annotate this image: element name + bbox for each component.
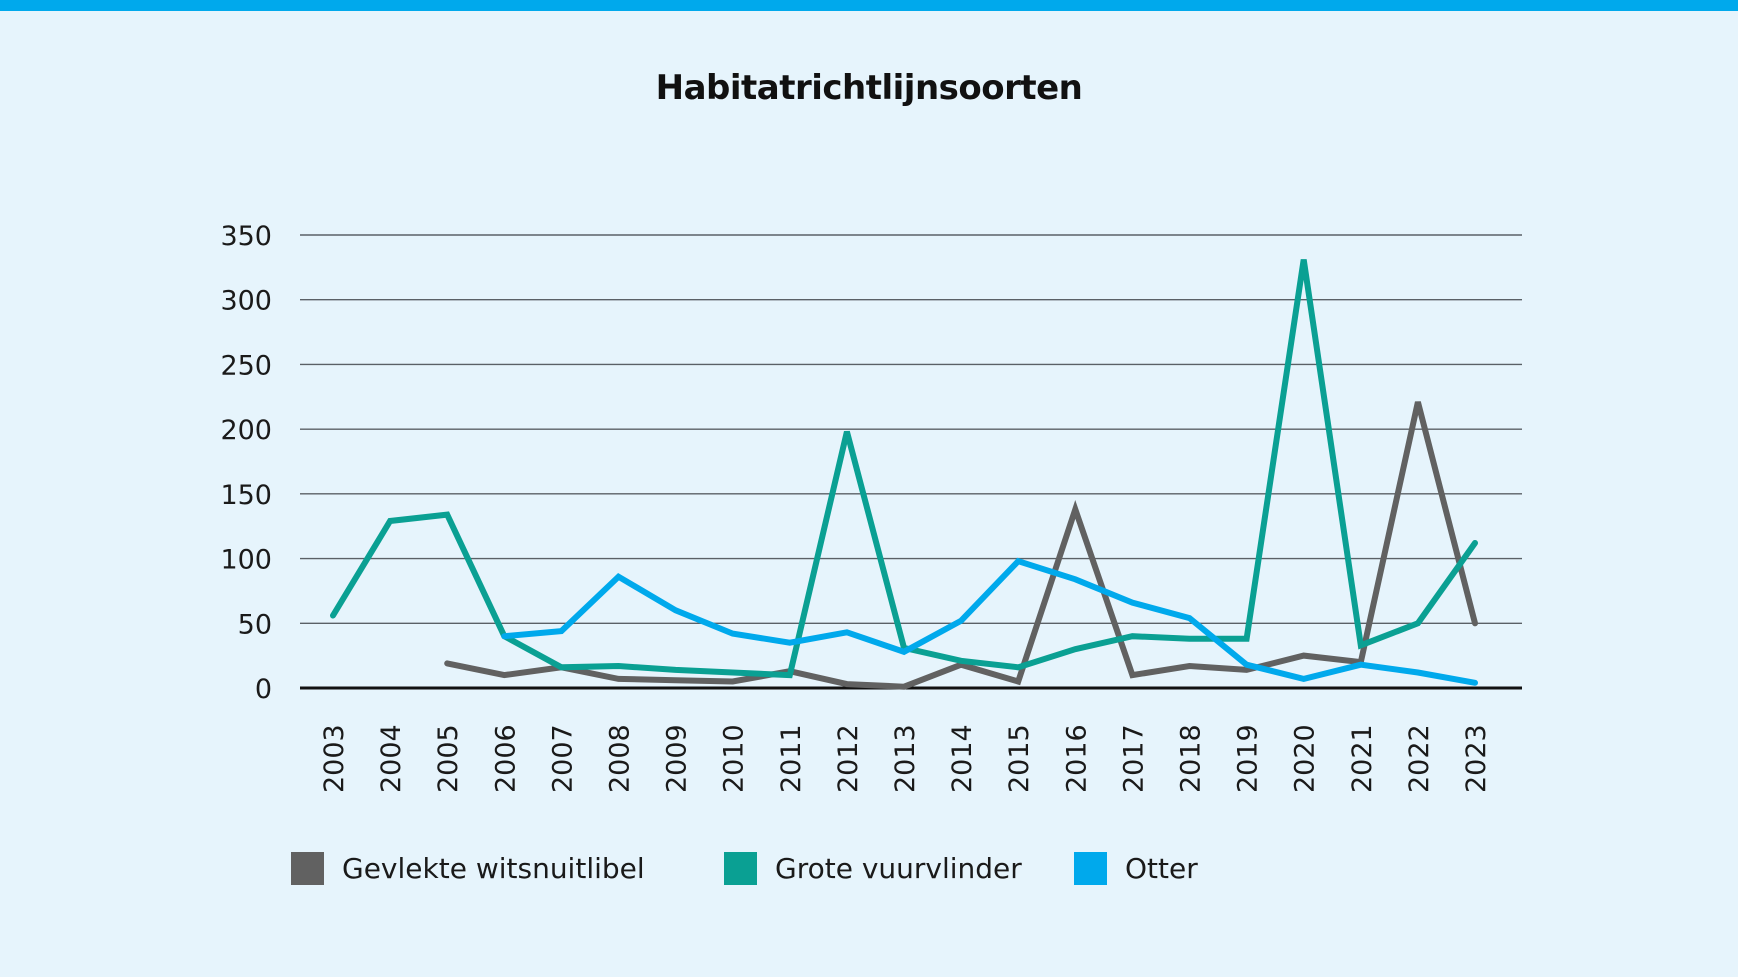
series-line-1 — [330, 259, 1478, 679]
x-tick-label: 2004 — [376, 724, 407, 793]
x-tick-label: 2005 — [433, 724, 464, 793]
legend-label: Otter — [1125, 851, 1198, 885]
x-tick-label: 2003 — [319, 724, 350, 793]
legend-item: Gevlekte witsnuitlibel — [291, 848, 645, 888]
legend-label: Grote vuurvlinder — [775, 851, 1022, 885]
legend-label: Gevlekte witsnuitlibel — [342, 851, 645, 885]
x-tick-label: 2019 — [1233, 724, 1264, 793]
y-axis-ticks: 0 50 100 150 200 250 300 350 — [220, 221, 272, 705]
y-tick-label: 250 — [220, 350, 272, 381]
x-tick-label: 2013 — [890, 724, 921, 793]
x-tick-label: 2006 — [490, 724, 521, 793]
x-tick-label: 2022 — [1404, 724, 1435, 793]
x-tick-label: 2015 — [1004, 724, 1035, 793]
y-tick-label: 50 — [238, 609, 272, 640]
x-tick-label: 2023 — [1461, 724, 1492, 793]
chart-title: Habitatrichtlijnsoorten — [655, 68, 1083, 108]
series-lines — [330, 259, 1478, 690]
series-line-2 — [501, 557, 1478, 686]
x-tick-label: 2010 — [719, 724, 750, 793]
y-tick-label: 100 — [220, 545, 272, 576]
x-tick-label: 2007 — [547, 724, 578, 793]
top-accent-bar — [0, 0, 1738, 11]
series-line-0 — [444, 401, 1478, 690]
x-tick-label: 2017 — [1118, 724, 1149, 793]
x-tick-label: 2009 — [662, 724, 693, 793]
y-tick-label: 350 — [220, 221, 272, 252]
legend-item: Otter — [1074, 848, 1198, 888]
y-tick-label: 0 — [255, 674, 272, 705]
x-tick-label: 2012 — [833, 724, 864, 793]
x-tick-label: 2016 — [1061, 724, 1092, 793]
x-tick-label: 2011 — [776, 724, 807, 793]
legend: Gevlekte witsnuitlibel Grote vuurvlinder O… — [0, 848, 1738, 888]
x-tick-label: 2014 — [947, 724, 978, 793]
legend-swatch — [1074, 851, 1107, 885]
legend-swatch — [291, 851, 324, 885]
x-tick-label: 2020 — [1290, 724, 1321, 793]
y-tick-label: 150 — [220, 480, 272, 511]
x-axis-ticks: 2003 2004 2005 2006 2007 2008 2009 2010 2011 2012… — [319, 724, 1492, 793]
legend-item: Grote vuurvlinder — [724, 848, 1022, 888]
y-tick-label: 200 — [220, 415, 272, 446]
legend-swatch — [724, 851, 757, 885]
x-tick-label: 2008 — [605, 724, 636, 793]
gridlines — [300, 234, 1522, 690]
x-tick-label: 2021 — [1347, 724, 1378, 793]
y-tick-label: 300 — [220, 286, 272, 317]
x-tick-label: 2018 — [1176, 724, 1207, 793]
